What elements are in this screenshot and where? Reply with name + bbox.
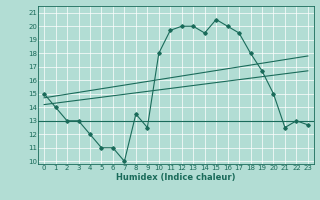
X-axis label: Humidex (Indice chaleur): Humidex (Indice chaleur) [116, 173, 236, 182]
